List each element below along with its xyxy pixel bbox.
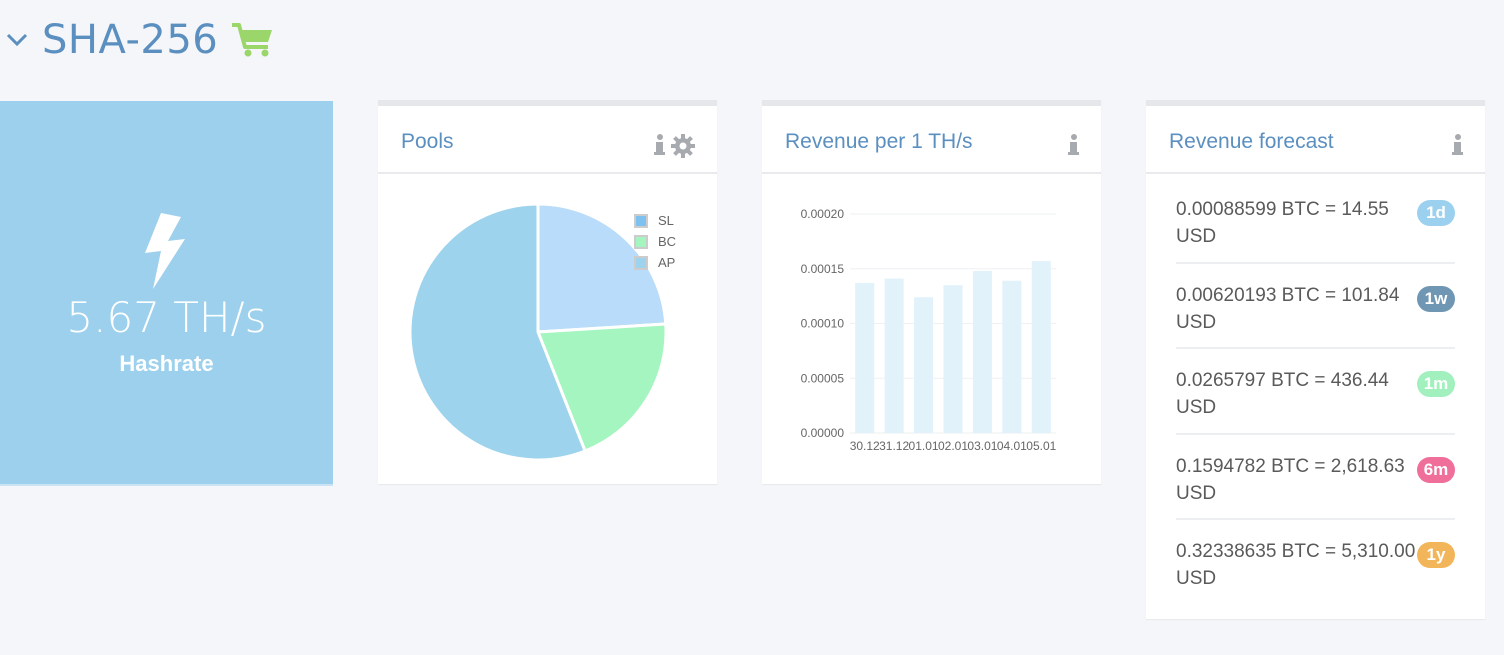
- bar-30.12: [855, 282, 875, 433]
- pie-slice-bc: [535, 322, 668, 453]
- gear-icon[interactable]: [671, 134, 695, 158]
- bar-04.01: [1002, 280, 1022, 433]
- legend-label: AP: [658, 255, 676, 270]
- y-tick-label: 0.00020: [801, 207, 845, 221]
- info-icon[interactable]: [654, 134, 666, 156]
- section-title: SHA-256: [42, 17, 219, 63]
- revenue-per-th-panel: Revenue per 1 TH/s 0.00000 0.00005 0.00010…: [762, 100, 1101, 484]
- section-header: SHA-256: [0, 12, 276, 68]
- forecast-row: 0.32338635 BTC = 5,310.00 USD 1y: [1176, 520, 1455, 606]
- y-tick-label: 0.00015: [801, 262, 845, 276]
- x-tick-label: 03.01: [967, 439, 997, 453]
- legend-label: BC: [658, 234, 677, 249]
- revenue-forecast-panel: Revenue forecast 0.00088599 BTC = 14.55 …: [1146, 100, 1485, 619]
- info-icon[interactable]: [1452, 134, 1464, 156]
- forecast-value: 0.00088599 BTC = 14.55 USD: [1176, 199, 1389, 247]
- lightning-icon: [141, 213, 187, 294]
- x-tick-label: 05.01: [1026, 439, 1056, 453]
- forecast-value: 0.0265797 BTC = 436.44 USD: [1176, 370, 1389, 418]
- y-tick-label: 0.00005: [801, 371, 845, 385]
- legend-label: SL: [658, 213, 674, 228]
- pools-title: Pools: [401, 130, 454, 153]
- hashrate-tile: 5.67 TH/s Hashrate: [0, 101, 333, 486]
- revenue-header: Revenue per 1 TH/s: [762, 106, 1101, 174]
- forecast-row: 0.0265797 BTC = 436.44 USD 1m: [1176, 349, 1455, 435]
- legend-swatch: [634, 213, 648, 228]
- forecast-list: 0.00088599 BTC = 14.55 USD 1d 0.00620193…: [1176, 178, 1455, 606]
- info-icon[interactable]: [1068, 134, 1080, 156]
- pie-slice-ap: [408, 202, 588, 462]
- pools-pie-chart: [408, 202, 668, 462]
- revenue-title: Revenue per 1 TH/s: [785, 130, 973, 153]
- forecast-row: 0.00620193 BTC = 101.84 USD 1w: [1176, 264, 1455, 349]
- forecast-header: Revenue forecast: [1146, 106, 1485, 174]
- period-badge: 1w: [1417, 285, 1455, 312]
- pools-panel: Pools SL: [378, 100, 717, 484]
- bar-02.01: [943, 285, 963, 433]
- bar-03.01: [972, 270, 992, 433]
- x-tick-label: 04.01: [997, 439, 1027, 453]
- bar-05.01: [1031, 261, 1051, 433]
- bar-01.01: [914, 297, 934, 433]
- period-badge: 1m: [1417, 371, 1455, 397]
- forecast-title: Revenue forecast: [1169, 130, 1334, 153]
- pie-slice-sl: [536, 202, 668, 334]
- cart-icon[interactable]: [230, 12, 276, 68]
- x-tick-label: 02.01: [938, 439, 968, 453]
- hashrate-label: Hashrate: [119, 351, 214, 376]
- pools-legend: SL BC AP: [634, 210, 676, 273]
- legend-swatch: [634, 255, 648, 270]
- collapse-chevron-icon[interactable]: [0, 12, 34, 68]
- forecast-value: 0.1594782 BTC = 2,618.63 USD: [1176, 455, 1405, 504]
- legend-item: BC: [634, 231, 676, 252]
- forecast-value: 0.00620193 BTC = 101.84 USD: [1176, 284, 1400, 333]
- x-tick-label: 31.12: [879, 439, 909, 453]
- period-badge: 6m: [1417, 456, 1455, 483]
- legend-item: SL: [634, 210, 676, 231]
- legend-item: AP: [634, 252, 676, 273]
- hashrate-value: 5.67 TH/s: [66, 293, 267, 342]
- bar-31.12: [884, 278, 904, 433]
- y-tick-label: 0.00000: [801, 426, 845, 440]
- period-badge: 1d: [1417, 200, 1455, 226]
- pools-header: Pools: [378, 106, 717, 174]
- forecast-row: 0.1594782 BTC = 2,618.63 USD 6m: [1176, 435, 1455, 520]
- period-badge: 1y: [1417, 542, 1455, 568]
- forecast-row: 0.00088599 BTC = 14.55 USD 1d: [1176, 178, 1455, 264]
- y-tick-label: 0.00010: [801, 317, 845, 331]
- forecast-value: 0.32338635 BTC = 5,310.00 USD: [1176, 541, 1416, 589]
- x-tick-label: 01.01: [909, 439, 939, 453]
- legend-swatch: [634, 234, 648, 249]
- revenue-bar-chart: 0.00000 0.00005 0.00010 0.00015 0.00020 30.12…: [801, 207, 1057, 453]
- x-tick-label: 30.12: [850, 439, 880, 453]
